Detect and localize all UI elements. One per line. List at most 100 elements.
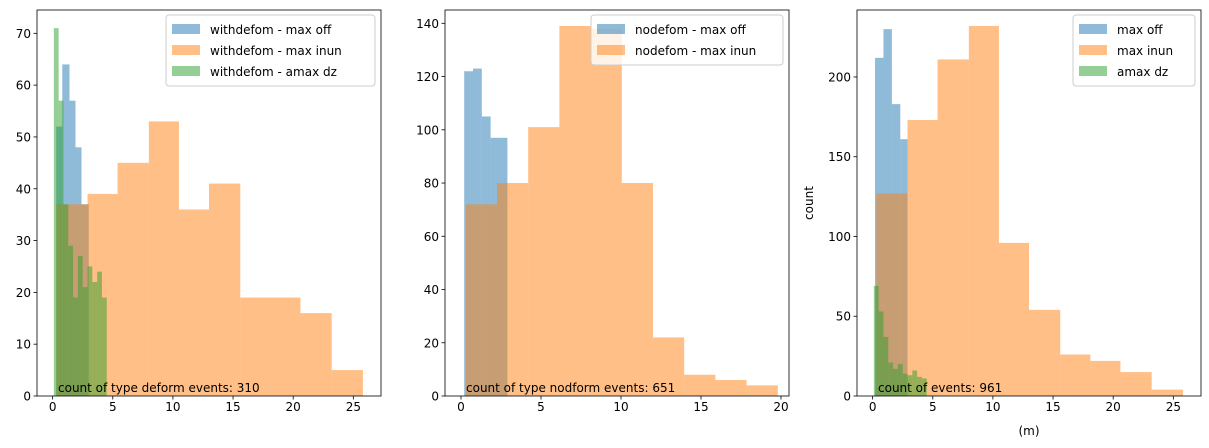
plot-frame (36, 9, 382, 397)
x-tick-label: 10 (165, 400, 180, 414)
histogram-bar (465, 204, 497, 396)
series-3 (873, 285, 927, 396)
histogram-bar (621, 183, 653, 396)
histogram-bar (270, 297, 301, 396)
y-tick-label: 100 (416, 123, 439, 137)
x-tick-label: 20 (773, 400, 788, 414)
y-tick-label: 50 (16, 130, 31, 144)
legend-label: max inun (1117, 44, 1173, 58)
series-2 (465, 25, 778, 396)
histogram-bar (912, 370, 918, 396)
histogram-bar (68, 245, 74, 396)
x-axis-label: (m) (1018, 424, 1039, 438)
x-tick-label: 25 (1166, 400, 1181, 414)
histogram-bar (917, 376, 922, 396)
histogram-bar (148, 121, 179, 397)
histogram-bar (559, 25, 591, 396)
histogram-bar (178, 209, 209, 396)
y-tick-label: 100 (828, 230, 851, 244)
legend-swatch (172, 24, 200, 34)
x-tick-label: 5 (929, 400, 937, 414)
y-tick-label: 200 (828, 70, 851, 84)
histogram-bar (746, 385, 778, 396)
histogram-bar (63, 204, 69, 396)
event-count-annotation: count of events: 961 (878, 381, 1002, 395)
histogram-bar (893, 368, 898, 396)
histogram-bar (1029, 309, 1061, 396)
legend-label: nodefom - max inun (635, 44, 756, 58)
legend-label: nodefom - max off (635, 23, 746, 37)
y-tick-label: 20 (424, 336, 439, 350)
y-tick-label: 150 (828, 150, 851, 164)
x-tick-label: 15 (1045, 400, 1060, 414)
y-tick-label: 10 (16, 338, 31, 352)
plot-frame (856, 9, 1202, 397)
legend: max off max inun amax dz (1072, 14, 1196, 87)
legend-label: max off (1117, 23, 1163, 37)
x-tick-label: 15 (693, 400, 708, 414)
series-3 (53, 28, 107, 397)
histogram-bar (1060, 354, 1091, 396)
legend-label: withdefom - max off (210, 23, 332, 37)
y-tick-label: 120 (416, 70, 439, 84)
y-tick-label: 140 (416, 17, 439, 31)
histogram-bar (240, 297, 271, 396)
histogram-bar (528, 127, 560, 396)
y-tick-label: 70 (16, 27, 31, 41)
legend-label: withdefom - amax dz (210, 65, 337, 79)
y-tick-label: 0 (843, 390, 851, 404)
histogram-bar (497, 183, 529, 396)
y-tick-label: 40 (424, 283, 439, 297)
histogram-bar (937, 59, 969, 396)
y-tick-label: 0 (23, 390, 31, 404)
histogram-bar (907, 375, 913, 396)
histogram-bar (968, 25, 999, 396)
x-tick-label: 5 (537, 400, 545, 414)
histogram-bar (209, 183, 241, 396)
histogram-bar (873, 285, 879, 396)
x-tick-label: 10 (985, 400, 1000, 414)
histogram-bar (77, 256, 83, 396)
histogram-bar (888, 362, 894, 396)
x-tick-label: 0 (49, 400, 57, 414)
chart-panel-3: 0 5 10 15 20 25 0 50 100 150 200 (m) count count of e… (802, 9, 1202, 438)
y-tick-label: 60 (16, 79, 31, 93)
histogram-bar (590, 28, 622, 396)
legend-swatch (1079, 24, 1107, 34)
x-tick-label: 20 (286, 400, 301, 414)
histogram-bar (97, 271, 102, 396)
y-axis-label: count (802, 186, 816, 220)
histogram-bar (101, 297, 107, 396)
legend: nodefom - max off nodefom - max inun (590, 14, 784, 66)
x-tick-label: 5 (109, 400, 117, 414)
histogram-bar (117, 162, 149, 396)
x-tick-label: 15 (225, 400, 240, 414)
x-tick-label: 0 (457, 400, 465, 414)
y-tick-label: 20 (16, 286, 31, 300)
x-tick-label: 20 (1106, 400, 1121, 414)
legend-swatch (1079, 66, 1107, 76)
histogram-bar (878, 311, 884, 396)
legend-swatch (597, 24, 625, 34)
plot-frame (444, 9, 790, 397)
histogram-bar (73, 297, 78, 396)
x-tick-label: 10 (613, 400, 628, 414)
histogram-bar (300, 313, 332, 396)
chart-panel-1: 0 5 10 15 20 25 0 10 20 30 40 50 60 70 count of type d… (16, 9, 382, 414)
legend-label: amax dz (1117, 65, 1168, 79)
event-count-annotation: count of type nodform events: 651 (466, 381, 675, 395)
histogram-bar (684, 374, 716, 396)
x-tick-label: 0 (869, 400, 877, 414)
y-tick-label: 60 (424, 230, 439, 244)
histogram-bar (897, 364, 903, 396)
legend: withdefom - max off withdefom - max inun w… (165, 14, 376, 87)
y-tick-label: 40 (16, 182, 31, 196)
histogram-bar (1151, 389, 1183, 396)
histogram-bar (331, 370, 363, 396)
x-tick-label: 25 (346, 400, 361, 414)
y-tick-label: 30 (16, 234, 31, 248)
histogram-bar (998, 242, 1029, 396)
histogram-bar (1090, 360, 1121, 396)
legend-box (165, 14, 376, 87)
histogram-bar (1120, 372, 1152, 396)
